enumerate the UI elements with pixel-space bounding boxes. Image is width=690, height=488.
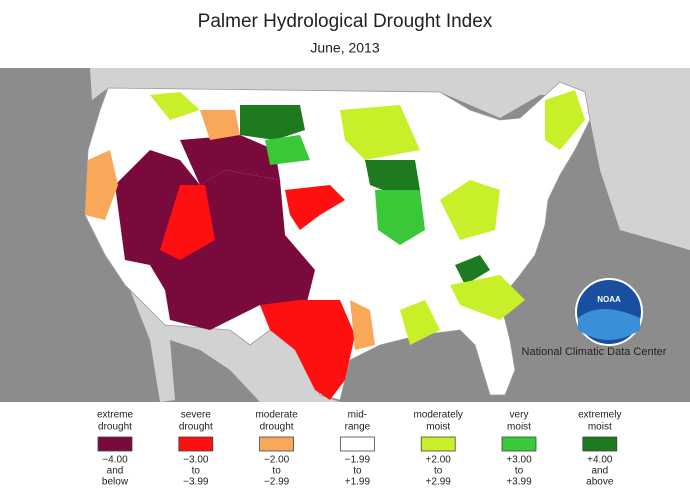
legend-label: drought [260,422,294,433]
legend-swatch [339,436,375,452]
legend-range: below [102,477,129,488]
moderate-drought-area [200,110,240,140]
logo-text: NOAA [597,295,621,304]
legend-label: moist [426,422,450,433]
legend-range: to [192,466,201,477]
legend-range: −1.99 [345,455,371,466]
mexico [130,290,340,402]
legend-swatch [178,436,214,452]
legend-range: to [434,466,443,477]
legend-label: drought [98,422,132,433]
legend-swatch [420,436,456,452]
severe-drought-area [285,185,345,230]
moderately-moist-area [440,180,500,240]
canada [90,68,690,250]
moderately-moist-area [450,275,525,320]
legend-range: +3.00 [506,455,532,466]
legend-label: drought [179,422,213,433]
legend-swatch [582,436,618,452]
map: NOAA National Climatic Data Center [0,68,690,402]
legend-range: and [107,466,124,477]
moderate-drought-area [350,300,375,350]
severe-drought-area [260,300,355,400]
moderately-moist-area [545,90,585,150]
legend-label: moist [588,422,612,433]
title: Palmer Hydrological Drought Index [198,11,493,32]
extremely-moist-area [240,105,305,140]
legend-range: to [353,466,362,477]
legend-range: −4.00 [102,455,128,466]
legend-swatch [501,436,537,452]
legend-range: +2.99 [426,477,452,488]
legend-label: severe [181,410,211,421]
moderately-moist-area [340,105,420,160]
moderate-drought-area [85,150,118,220]
moderately-moist-area [150,92,200,120]
legend-swatch [97,436,133,452]
legend-range: and [591,466,608,477]
very-moist-area [265,135,310,165]
legend-range: +3.99 [506,477,532,488]
noaa-logo-wave [578,309,640,340]
legend-label: very [510,410,529,421]
legend-label: extremely [578,410,621,421]
legend-label: moderate [255,410,298,421]
legend-range: −2.00 [264,455,290,466]
legend-range: to [272,466,281,477]
legend-range: above [586,477,614,488]
legend-label: moderately [413,410,462,421]
severe-drought-area [160,185,215,260]
legend-label: range [345,422,371,433]
legend-range: to [515,466,524,477]
legend-range: +4.00 [587,455,613,466]
legend-range: −3.99 [183,477,209,488]
extreme-drought-area [180,135,280,185]
very-moist-area [375,190,425,245]
legend: extremedrought−4.00andbelowseveredrought… [97,410,622,488]
legend-range: +2.00 [426,455,452,466]
legend-range: +1.99 [345,477,371,488]
legend-range: −2.99 [264,477,290,488]
legend-label: extreme [97,410,134,421]
moderately-moist-area [400,300,440,345]
legend-swatch [259,436,295,452]
legend-label: mid- [348,410,367,421]
extremely-moist-area [365,160,420,195]
extremely-moist-area [455,255,490,285]
legend-range: −3.00 [183,455,209,466]
subtitle: June, 2013 [310,40,379,56]
legend-label: moist [507,422,531,433]
credit: National Climatic Data Center [522,346,667,358]
